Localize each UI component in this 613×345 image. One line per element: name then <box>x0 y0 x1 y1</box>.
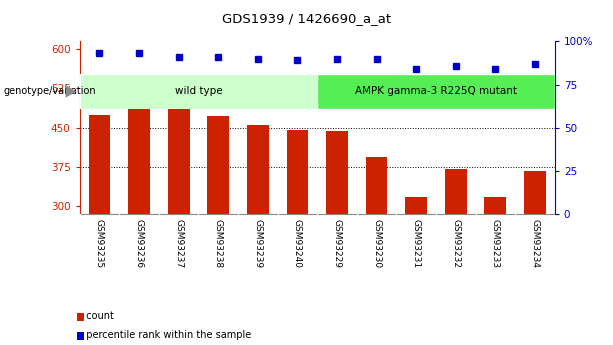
Bar <box>524 170 546 214</box>
Text: AMPK gamma-3 R225Q mutant: AMPK gamma-3 R225Q mutant <box>355 87 517 96</box>
Text: GSM93229: GSM93229 <box>332 219 341 268</box>
Bar <box>326 131 348 214</box>
Bar <box>405 197 427 214</box>
Bar <box>80 74 318 109</box>
Text: GSM93239: GSM93239 <box>253 219 262 268</box>
Text: GSM93232: GSM93232 <box>451 219 460 268</box>
Text: GSM93233: GSM93233 <box>491 219 500 268</box>
Text: GDS1939 / 1426690_a_at: GDS1939 / 1426690_a_at <box>222 12 391 25</box>
Bar <box>318 74 555 109</box>
Text: genotype/variation: genotype/variation <box>3 87 96 96</box>
Bar <box>207 116 229 214</box>
Text: GSM93234: GSM93234 <box>530 219 539 268</box>
Text: GSM93237: GSM93237 <box>174 219 183 268</box>
Text: GSM93231: GSM93231 <box>412 219 421 268</box>
Bar <box>89 115 110 214</box>
Bar <box>128 91 150 214</box>
Bar <box>445 169 466 214</box>
Text: GSM93235: GSM93235 <box>95 219 104 268</box>
Bar <box>484 197 506 214</box>
Bar <box>366 157 387 214</box>
Text: percentile rank within the sample: percentile rank within the sample <box>80 330 251 340</box>
Text: wild type: wild type <box>175 87 223 96</box>
Text: GSM93230: GSM93230 <box>372 219 381 268</box>
Text: GSM93236: GSM93236 <box>135 219 143 268</box>
Bar <box>168 107 189 214</box>
Text: GSM93240: GSM93240 <box>293 219 302 268</box>
Bar <box>286 130 308 214</box>
Text: GSM93238: GSM93238 <box>214 219 223 268</box>
Bar <box>247 125 268 214</box>
Text: count: count <box>80 311 113 321</box>
